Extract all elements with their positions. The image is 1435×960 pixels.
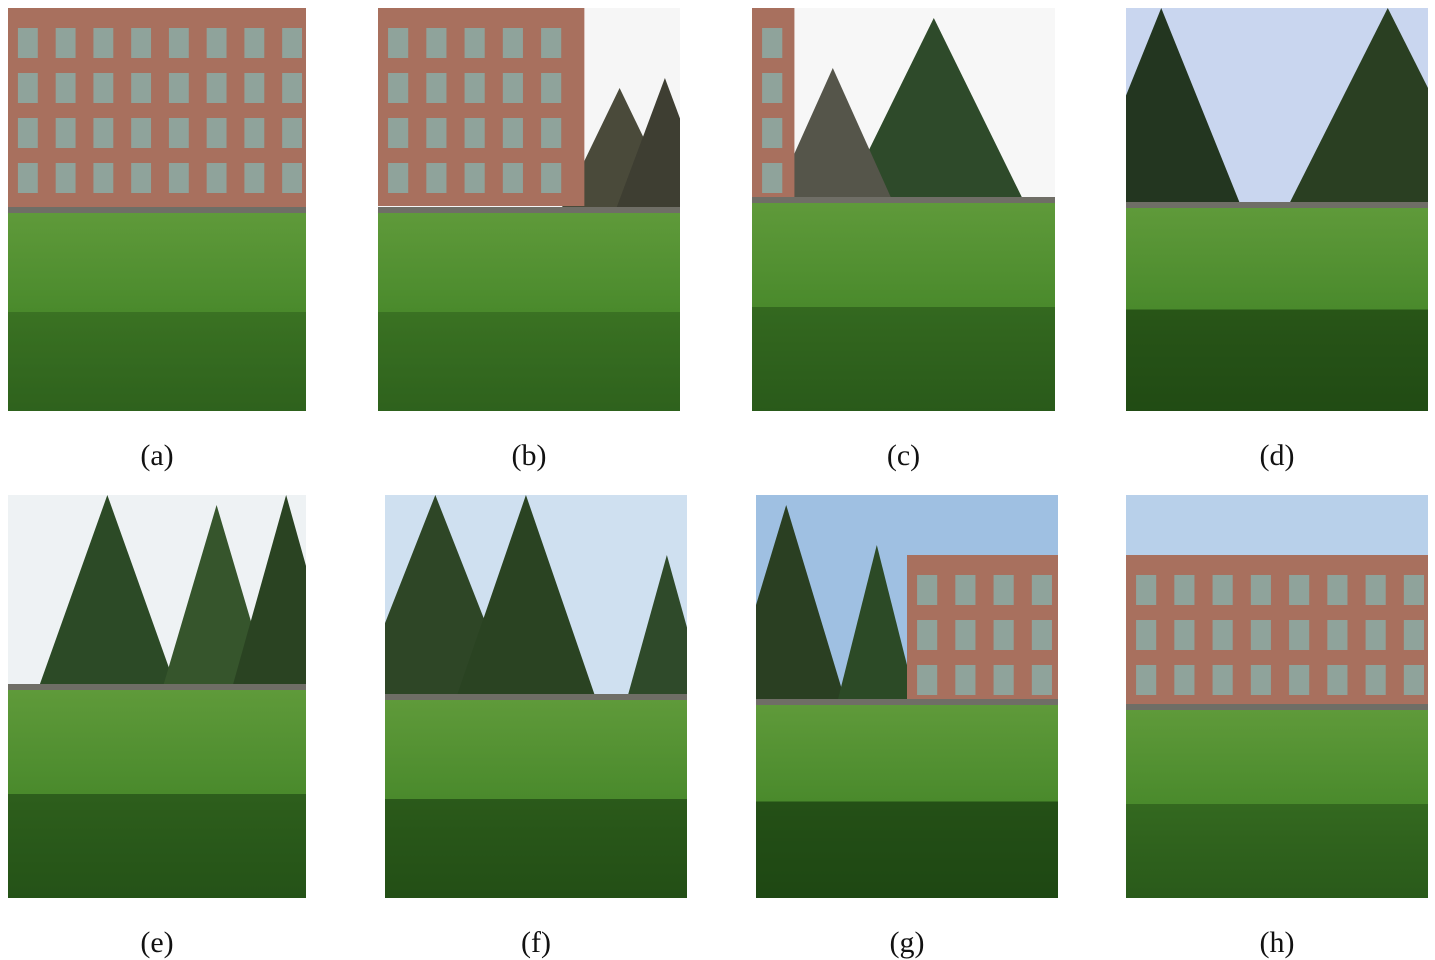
photo <box>378 8 680 411</box>
panel-label: (b) <box>378 439 680 473</box>
photo <box>8 495 306 898</box>
panel-label: (d) <box>1126 439 1428 473</box>
photo <box>752 8 1055 411</box>
figure: (a)(b)(c)(d)(e)(f)(g)(h) (() => { const … <box>0 0 1435 955</box>
photo <box>1126 8 1428 411</box>
photo <box>385 495 687 898</box>
panel-label: (a) <box>8 439 306 473</box>
photo-panel: (e) <box>8 495 306 898</box>
photo-panel: (h) <box>1126 495 1428 898</box>
panel-label: (c) <box>752 439 1055 473</box>
photo <box>756 495 1058 898</box>
photo-panel: (c) <box>752 8 1055 411</box>
photo-panel: (g) <box>756 495 1058 898</box>
photo-panel: (d) <box>1126 8 1428 411</box>
photo-panel: (a) <box>8 8 306 411</box>
photo-panel: (f) <box>385 495 687 898</box>
photo <box>8 8 306 411</box>
photo <box>1126 495 1428 898</box>
photo-panel: (b) <box>378 8 680 411</box>
